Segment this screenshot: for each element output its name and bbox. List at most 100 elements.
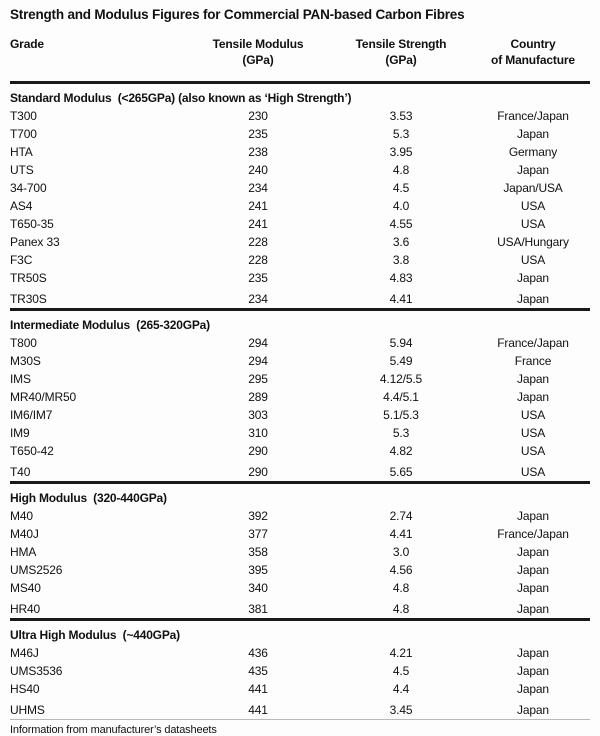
- modulus-cell: 441: [248, 682, 268, 696]
- table-row: M46J 436 4.21 Japan: [10, 644, 590, 662]
- country-cell: Japan: [517, 292, 549, 306]
- grade-cell: F3C: [10, 253, 33, 267]
- table-row: TR50S 235 4.83 Japan: [10, 269, 590, 287]
- table-section: High Modulus (320-440GPa) M40 392 2.74 Japan…: [10, 484, 590, 618]
- grade-cell: T300: [10, 109, 37, 123]
- modulus-cell: 377: [248, 527, 268, 541]
- page-title: Strength and Modulus Figures for Commerc…: [10, 7, 465, 22]
- country-cell: Japan: [517, 664, 549, 678]
- grade-cell: UMS3536: [10, 664, 63, 678]
- modulus-cell: 235: [248, 127, 268, 141]
- modulus-cell: 358: [248, 545, 268, 559]
- table-row: 34-700 234 4.5 Japan/USA: [10, 179, 590, 197]
- grade-cell: HR40: [10, 602, 41, 616]
- table-row: AS4 241 4.0 USA: [10, 197, 590, 215]
- modulus-cell: 230: [248, 109, 268, 123]
- country-cell: Japan: [517, 545, 549, 559]
- grade-cell: UTS: [10, 163, 34, 177]
- table-row: UTS 240 4.8 Japan: [10, 161, 590, 179]
- section-header: High Modulus (320-440GPa): [10, 491, 167, 505]
- country-cell: Japan: [517, 646, 549, 660]
- country-cell: Japan: [517, 127, 549, 141]
- country-cell: Japan: [517, 372, 549, 386]
- country-cell: USA: [520, 217, 546, 231]
- table-row: UHMS 441 3.45 Japan: [10, 701, 590, 719]
- table-row: HMA 358 3.0 Japan: [10, 543, 590, 561]
- table-row: T650-35 241 4.55 USA: [10, 215, 590, 233]
- modulus-cell: 234: [248, 292, 268, 306]
- strength-cell: 5.3: [392, 426, 410, 440]
- country-cell: USA: [520, 408, 546, 422]
- table-section: Intermediate Modulus (265-320GPa) T800 294…: [10, 311, 590, 481]
- section-divider: [10, 308, 590, 311]
- table-section: Ultra High Modulus (~440GPa) M46J 436 4.21 J…: [10, 621, 590, 719]
- modulus-cell: 228: [248, 253, 268, 267]
- country-cell: USA/Hungary: [497, 235, 569, 249]
- table-row: Panex 33 228 3.6 USA/Hungary: [10, 233, 590, 251]
- grade-cell: 34-700: [10, 181, 47, 195]
- grade-cell: IMS: [10, 372, 31, 386]
- strength-cell: 4.56: [389, 563, 413, 577]
- table-row: HTA 238 3.95 Germany: [10, 143, 590, 161]
- grade-cell: HS40: [10, 682, 40, 696]
- strength-cell: 4.41: [389, 527, 413, 541]
- grade-cell: T650-42: [10, 444, 54, 458]
- modulus-cell: 294: [248, 354, 268, 368]
- grade-cell: T40: [10, 465, 31, 479]
- table-sections: Standard Modulus (<265GPa) (also known a…: [10, 84, 590, 720]
- country-cell: Japan: [517, 563, 549, 577]
- country-cell: Germany: [508, 145, 558, 159]
- modulus-cell: 340: [248, 581, 268, 595]
- table-row: F3C 228 3.8 USA: [10, 251, 590, 269]
- strength-cell: 3.0: [392, 545, 410, 559]
- strength-cell: 4.8: [392, 581, 410, 595]
- strength-cell: 4.4: [392, 682, 410, 696]
- section-divider: [10, 481, 590, 484]
- strength-cell: 5.65: [389, 465, 413, 479]
- strength-cell: 3.45: [389, 703, 413, 717]
- strength-cell: 4.5: [392, 181, 410, 195]
- strength-cell: 4.0: [392, 199, 410, 213]
- modulus-cell: 228: [248, 235, 268, 249]
- country-cell: USA: [520, 465, 546, 479]
- header-rule: [10, 81, 590, 84]
- modulus-cell: 290: [248, 465, 268, 479]
- grade-cell: Panex 33: [10, 235, 60, 249]
- strength-cell: 5.1/5.3: [383, 408, 419, 422]
- strength-cell: 3.53: [389, 109, 413, 123]
- column-header-tensile-modulus: Tensile Modulus (GPa): [212, 37, 304, 67]
- column-header-tensile-strength: Tensile Strength (GPa): [355, 37, 447, 67]
- grade-cell: AS4: [10, 199, 33, 213]
- strength-cell: 4.12/5.5: [379, 372, 423, 386]
- strength-cell: 4.5: [392, 664, 410, 678]
- table-row: UMS3536 435 4.5 Japan: [10, 662, 590, 680]
- modulus-cell: 303: [248, 408, 268, 422]
- grade-cell: MR40/MR50: [10, 390, 77, 404]
- table-row: T650-42 290 4.82 USA: [10, 442, 590, 460]
- section-header: Intermediate Modulus (265-320GPa): [10, 318, 210, 332]
- column-header-grade: Grade: [10, 37, 44, 51]
- strength-cell: 4.8: [392, 163, 410, 177]
- grade-cell: UHMS: [10, 703, 45, 717]
- strength-cell: 4.41: [389, 292, 413, 306]
- footer-note: Information from manufacturer’s datashee…: [10, 724, 217, 736]
- table-row: T800 294 5.94 France/Japan: [10, 334, 590, 352]
- country-cell: France/Japan: [497, 109, 569, 123]
- grade-cell: HTA: [10, 145, 33, 159]
- table-row: M30S 294 5.49 France: [10, 352, 590, 370]
- modulus-cell: 290: [248, 444, 268, 458]
- strength-cell: 4.55: [389, 217, 413, 231]
- table-row: T300 230 3.53 France/Japan: [10, 107, 590, 125]
- country-cell: USA: [520, 444, 546, 458]
- table-row: T40 290 5.65 USA: [10, 463, 590, 481]
- footer-rule: [10, 719, 590, 720]
- strength-cell: 3.6: [392, 235, 410, 249]
- modulus-cell: 436: [248, 646, 268, 660]
- country-cell: Japan: [517, 602, 549, 616]
- grade-cell: T800: [10, 336, 37, 350]
- strength-cell: 4.4/5.1: [383, 390, 419, 404]
- grade-cell: TR50S: [10, 271, 47, 285]
- modulus-cell: 295: [248, 372, 268, 386]
- modulus-cell: 395: [248, 563, 268, 577]
- modulus-cell: 235: [248, 271, 268, 285]
